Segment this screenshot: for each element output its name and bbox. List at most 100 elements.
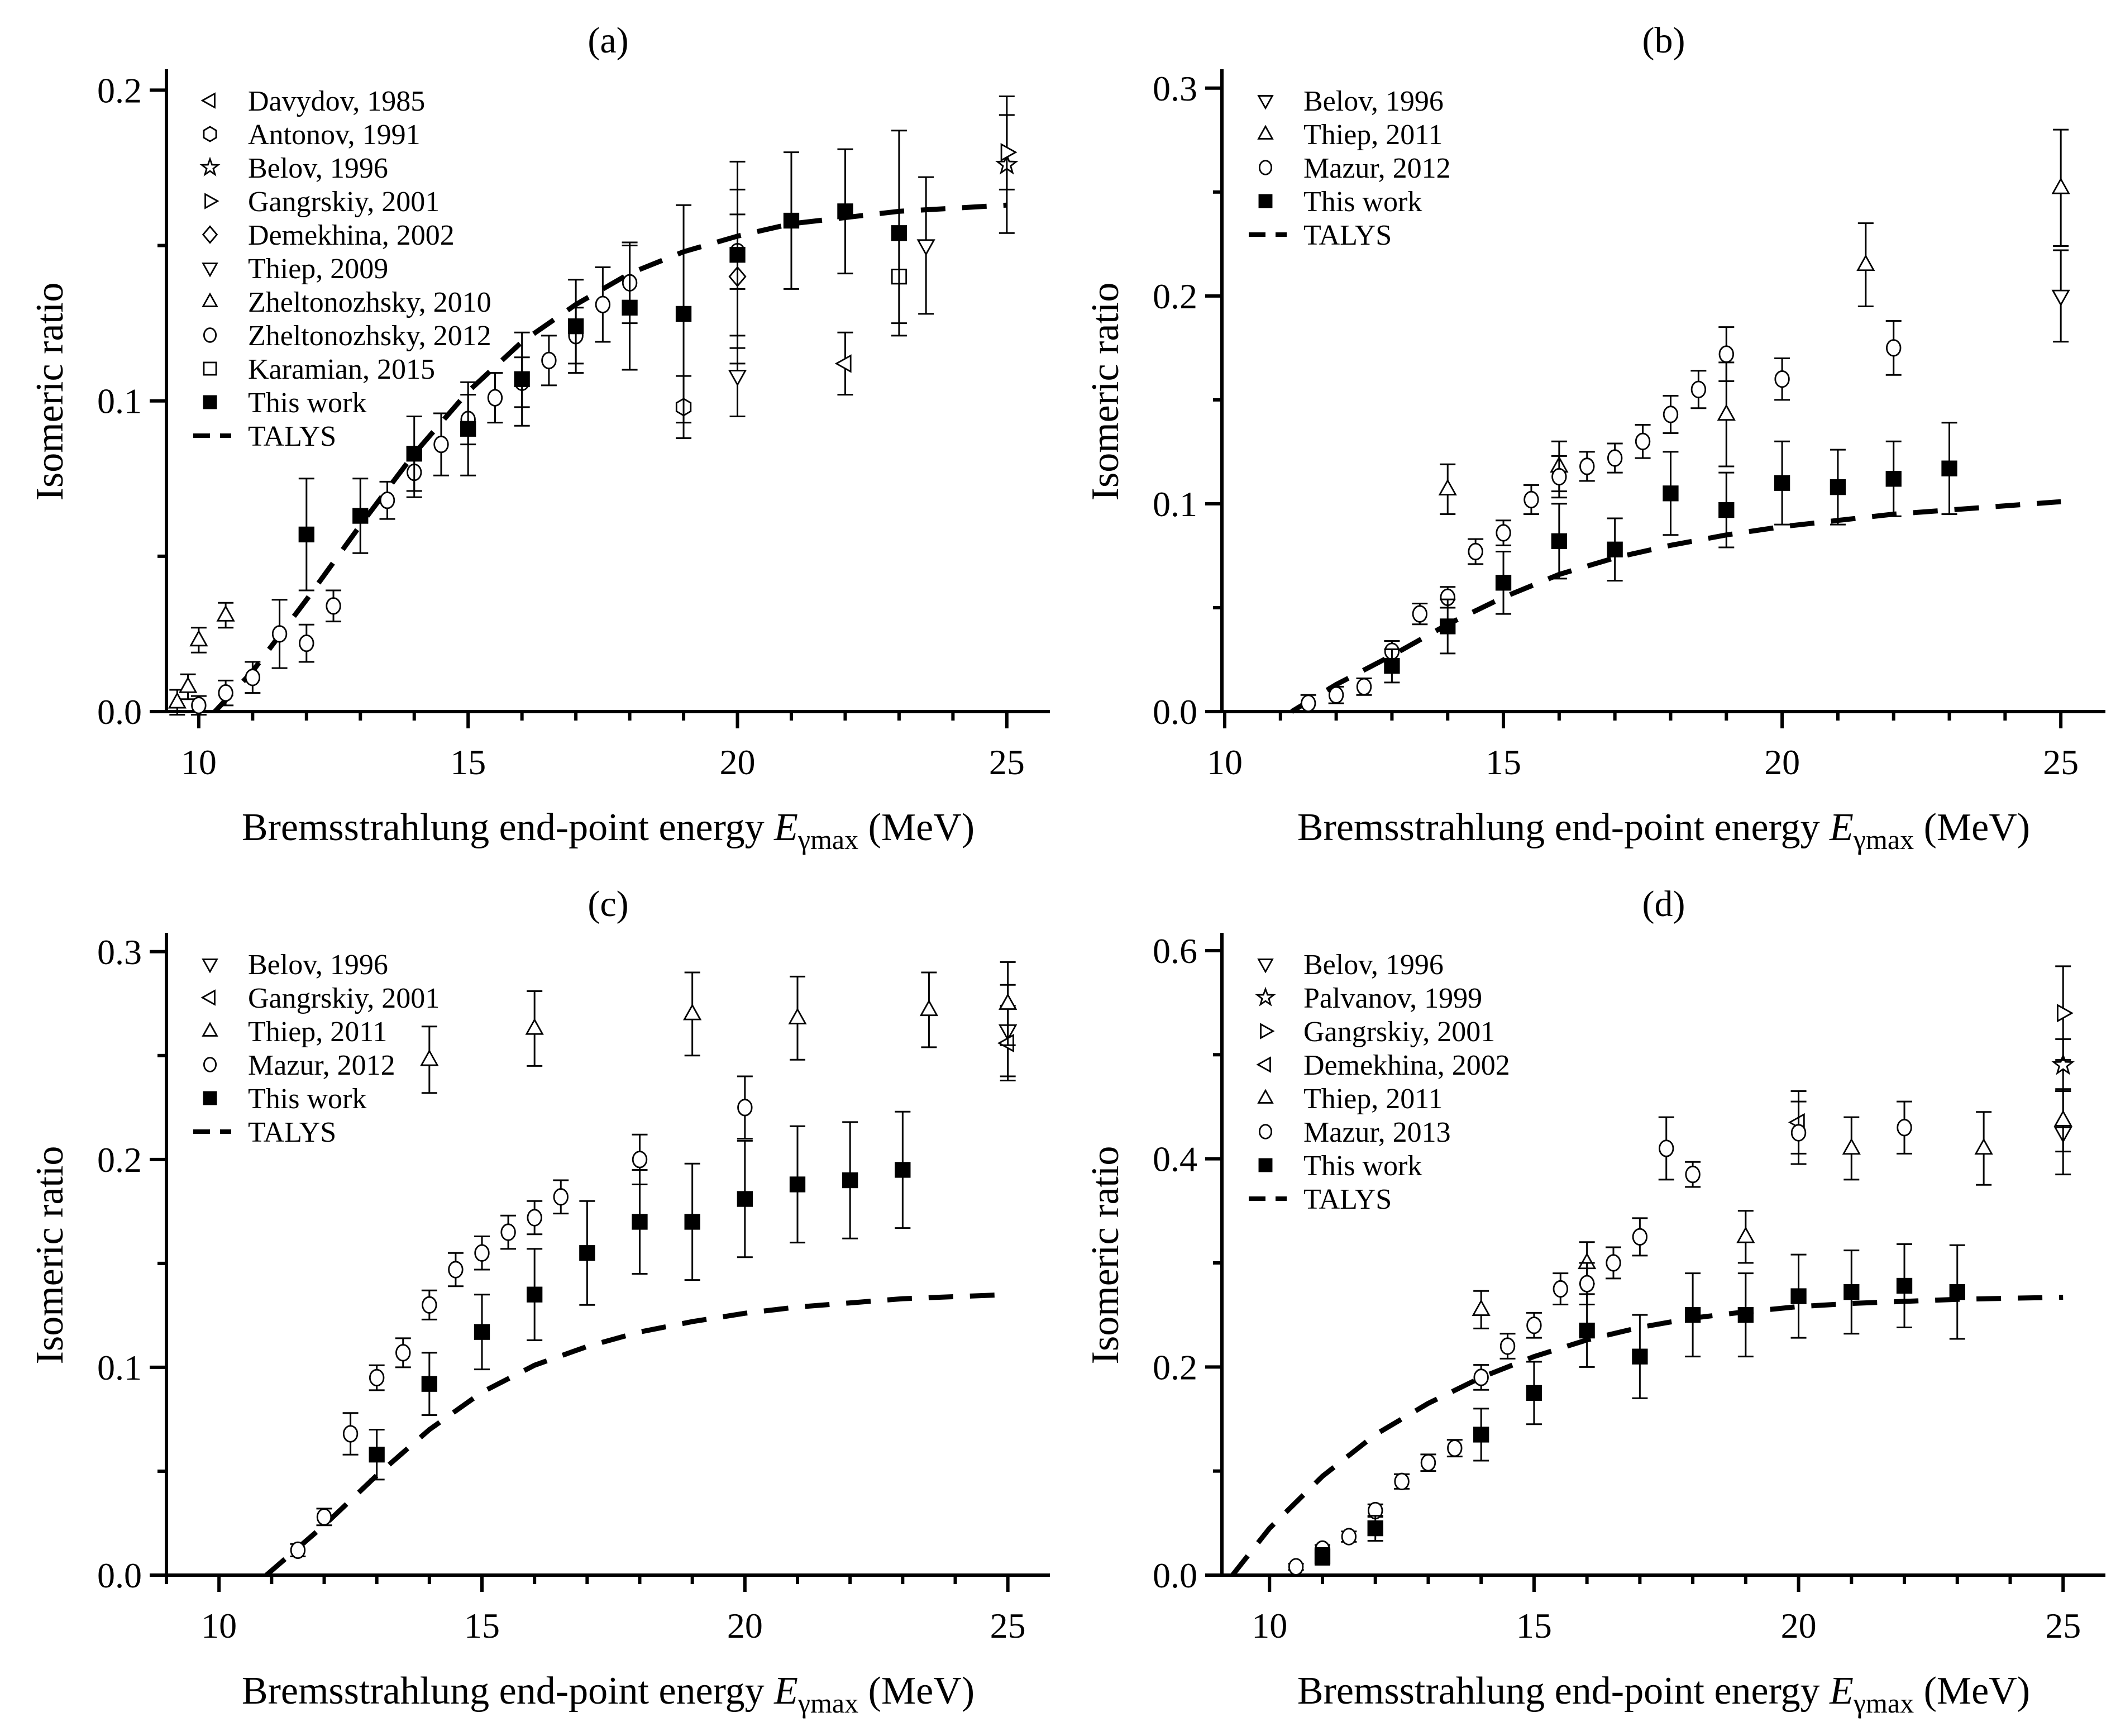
point-marker — [783, 212, 800, 229]
point-marker — [1632, 1348, 1648, 1365]
point-marker — [997, 1033, 1014, 1053]
star-icon — [199, 156, 221, 177]
series-talys — [1230, 1295, 2064, 1577]
point-marker — [919, 999, 939, 1017]
y-axis-ticks: 0.0 0.2 0.4 0.6 — [1153, 931, 1222, 1595]
point-marker — [737, 1191, 753, 1207]
x-tick-label: 15 — [1516, 1606, 1552, 1646]
point-marker — [2051, 289, 2070, 307]
point-marker — [1472, 1299, 1491, 1316]
y-axis-label: Isomeric ratio — [1084, 1146, 1127, 1365]
square-icon — [1258, 194, 1273, 208]
x-axis-label: Bremsstrahlung end-point energy Eγmax (M… — [1297, 1670, 2030, 1719]
point-marker — [1384, 657, 1400, 674]
triangle-down-icon — [202, 263, 218, 278]
point-marker — [298, 526, 314, 543]
point-marker — [1790, 1288, 1807, 1304]
point-marker — [1842, 1138, 1861, 1155]
legend-label: Demekhina, 2002 — [1303, 1050, 1510, 1081]
point-marker — [553, 1188, 569, 1206]
point-marker — [1526, 1385, 1542, 1401]
legend-label: Belov, 1996 — [248, 152, 388, 184]
legend-item-mazur-2012: Mazur, 2012 — [1258, 152, 1451, 184]
x-tick-label: 20 — [720, 742, 756, 782]
point-marker — [1632, 1228, 1648, 1246]
point-marker — [189, 629, 208, 647]
x-axis-ticks: 10 15 20 25 — [1252, 1575, 2081, 1646]
series-talys — [264, 1292, 1008, 1577]
point-marker — [728, 370, 747, 387]
panel-title: (d) — [1642, 884, 1685, 924]
panel-c-plot: 10 15 20 25 0.0 0.1 0.2 0.3 (c) Bremsstrahlung en… — [22, 872, 1078, 1736]
point-marker — [789, 1176, 806, 1193]
legend-item-talys: TALYS — [193, 1117, 336, 1148]
point-marker — [683, 1003, 702, 1020]
circle-icon — [203, 1057, 217, 1072]
point-marker — [842, 1172, 858, 1189]
panel-title: (c) — [588, 884, 628, 924]
triangle-up-icon — [1257, 1089, 1274, 1104]
x-axis-ticks: 10 15 20 25 — [1207, 712, 2079, 782]
x-tick-label: 20 — [1781, 1606, 1817, 1646]
x-tick-label: 25 — [989, 742, 1025, 782]
series-zheltonozhsky-2010 — [168, 602, 235, 716]
point-marker — [500, 1223, 516, 1241]
point-marker — [1774, 475, 1790, 491]
legend-item-gangrskiy-2001: Gangrskiy, 2001 — [204, 186, 440, 218]
legend-label: Thiep, 2011 — [1303, 1083, 1443, 1115]
point-marker — [999, 993, 1018, 1010]
series-gangrskiy-2001 — [2055, 965, 2074, 1061]
y-tick-label: 0.0 — [97, 1556, 142, 1595]
legend-item-this-work: This work — [1258, 1150, 1422, 1182]
point-marker — [1717, 404, 1736, 421]
legend-label: Gangrskiy, 2001 — [1303, 1016, 1495, 1048]
legend-label: This work — [1303, 186, 1422, 218]
triangle-up-icon — [1257, 125, 1274, 140]
y-axis-ticks: 0.0 0.1 0.2 — [97, 70, 166, 732]
triangle-left-icon — [200, 989, 216, 1006]
point-marker — [1885, 471, 1902, 487]
legend-item-gangrskiy-2001: Gangrskiy, 2001 — [200, 983, 440, 1014]
point-marker — [1737, 1306, 1754, 1323]
point-marker — [2051, 1053, 2075, 1075]
x-axis-label: Bremsstrahlung end-point energy Eγmax (M… — [242, 806, 975, 855]
point-marker — [369, 1368, 385, 1387]
legend-label: Demekhina, 2002 — [248, 220, 455, 251]
legend-label: TALYS — [1303, 1184, 1392, 1215]
point-marker — [474, 1324, 490, 1340]
legend-label: Gangrskiy, 2001 — [248, 983, 440, 1014]
legend-item-this-work: This work — [203, 1083, 366, 1115]
panel-c: 10 15 20 25 0.0 0.1 0.2 0.3 (c) Bremsstrahlung en… — [22, 872, 1078, 1736]
series-this-work — [298, 130, 908, 592]
point-marker — [1974, 1138, 1993, 1155]
point-marker — [2053, 1110, 2072, 1127]
triangle-up-icon — [202, 1022, 218, 1037]
legend-item-talys: TALYS — [1249, 220, 1392, 251]
point-marker — [1684, 1306, 1701, 1323]
point-marker — [1473, 1427, 1489, 1443]
point-marker — [1941, 460, 1957, 476]
legend-item-this-work: This work — [1258, 186, 1422, 218]
point-marker — [527, 1209, 542, 1227]
x-tick-label: 20 — [1764, 742, 1800, 782]
point-marker — [369, 1447, 385, 1463]
point-marker — [299, 634, 314, 652]
point-marker — [1685, 1165, 1701, 1184]
y-tick-label: 0.1 — [97, 381, 142, 421]
y-axis-label: Isomeric ratio — [1084, 283, 1127, 501]
square-icon — [1258, 1158, 1273, 1172]
legend-item-thiep-2009: Thiep, 2009 — [202, 253, 388, 285]
series-davydov-1985 — [834, 331, 853, 396]
point-marker — [1412, 605, 1428, 623]
legend-item-thiep-2011: Thiep, 2011 — [1257, 119, 1443, 151]
triangle-left-icon — [1256, 1056, 1271, 1073]
point-marker — [168, 691, 187, 709]
point-marker — [421, 1376, 437, 1392]
triangle-up-icon — [202, 292, 218, 307]
panel-d: 10 15 20 25 0.0 0.2 0.4 0.6 (d) Bremsstrahlung en… — [1078, 872, 2111, 1736]
point-marker — [1635, 432, 1651, 450]
point-marker — [1328, 686, 1344, 704]
legend-item-belov-1996: Belov, 1996 — [199, 152, 388, 184]
point-marker — [1356, 678, 1372, 696]
